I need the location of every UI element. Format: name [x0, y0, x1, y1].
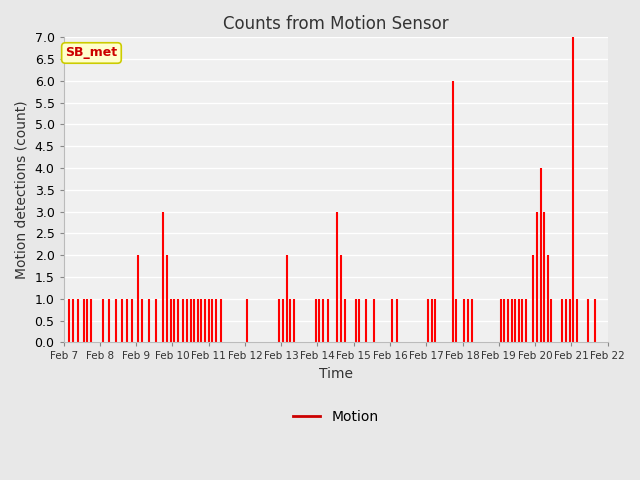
Text: SB_met: SB_met: [65, 47, 118, 60]
Legend: Motion: Motion: [287, 404, 384, 430]
Y-axis label: Motion detections (count): Motion detections (count): [15, 101, 29, 279]
X-axis label: Time: Time: [319, 367, 353, 381]
Title: Counts from Motion Sensor: Counts from Motion Sensor: [223, 15, 449, 33]
